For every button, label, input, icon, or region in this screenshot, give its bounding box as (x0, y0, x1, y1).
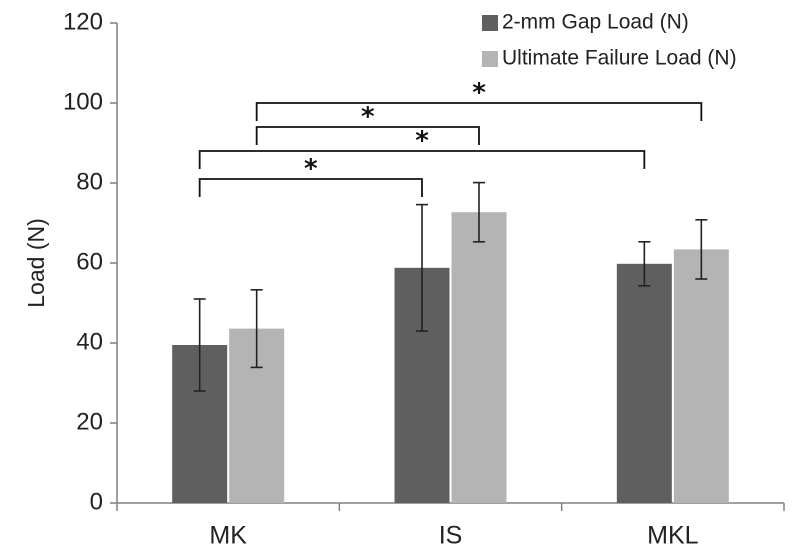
legend-label: 2-mm Gap Load (N) (502, 11, 689, 34)
plot-area: 0 20 40 60 80 100 120 MK IS MKL * * * * (63, 8, 785, 550)
x-tick-label: MKL (647, 522, 699, 550)
legend-swatch (482, 15, 498, 31)
bar (616, 263, 672, 503)
y-tick-label: 120 (63, 8, 103, 35)
legend-swatch (482, 51, 498, 67)
y-axis-title: Load (N) (23, 218, 49, 307)
significance-star: * (415, 126, 429, 156)
significance-bracket (198, 150, 646, 169)
significance-star: * (472, 78, 486, 108)
x-tick-label: IS (439, 522, 463, 550)
significance-bracket (255, 102, 703, 121)
significance-star: * (361, 102, 375, 132)
bar (673, 249, 729, 503)
y-tick-label: 20 (76, 408, 103, 435)
y-tick-label: 60 (76, 248, 103, 275)
significance-bracket (255, 126, 480, 145)
y-tick-label: 0 (90, 488, 103, 515)
bar (451, 212, 507, 503)
y-tick-label: 80 (76, 168, 103, 195)
significance-star: * (304, 154, 318, 184)
significance-bracket (198, 178, 423, 197)
legend-label: Ultimate Failure Load (N) (502, 47, 737, 70)
y-tick-label: 40 (76, 328, 103, 355)
y-tick-label: 100 (63, 88, 103, 115)
x-tick-label: MK (209, 522, 247, 550)
legend: 2-mm Gap Load (N) Ultimate Failure Load (… (482, 11, 737, 70)
